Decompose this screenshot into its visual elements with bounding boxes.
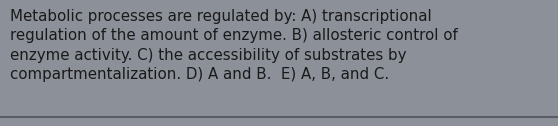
Text: Metabolic processes are regulated by: A) transcriptional
regulation of the amoun: Metabolic processes are regulated by: A)… <box>10 9 458 83</box>
